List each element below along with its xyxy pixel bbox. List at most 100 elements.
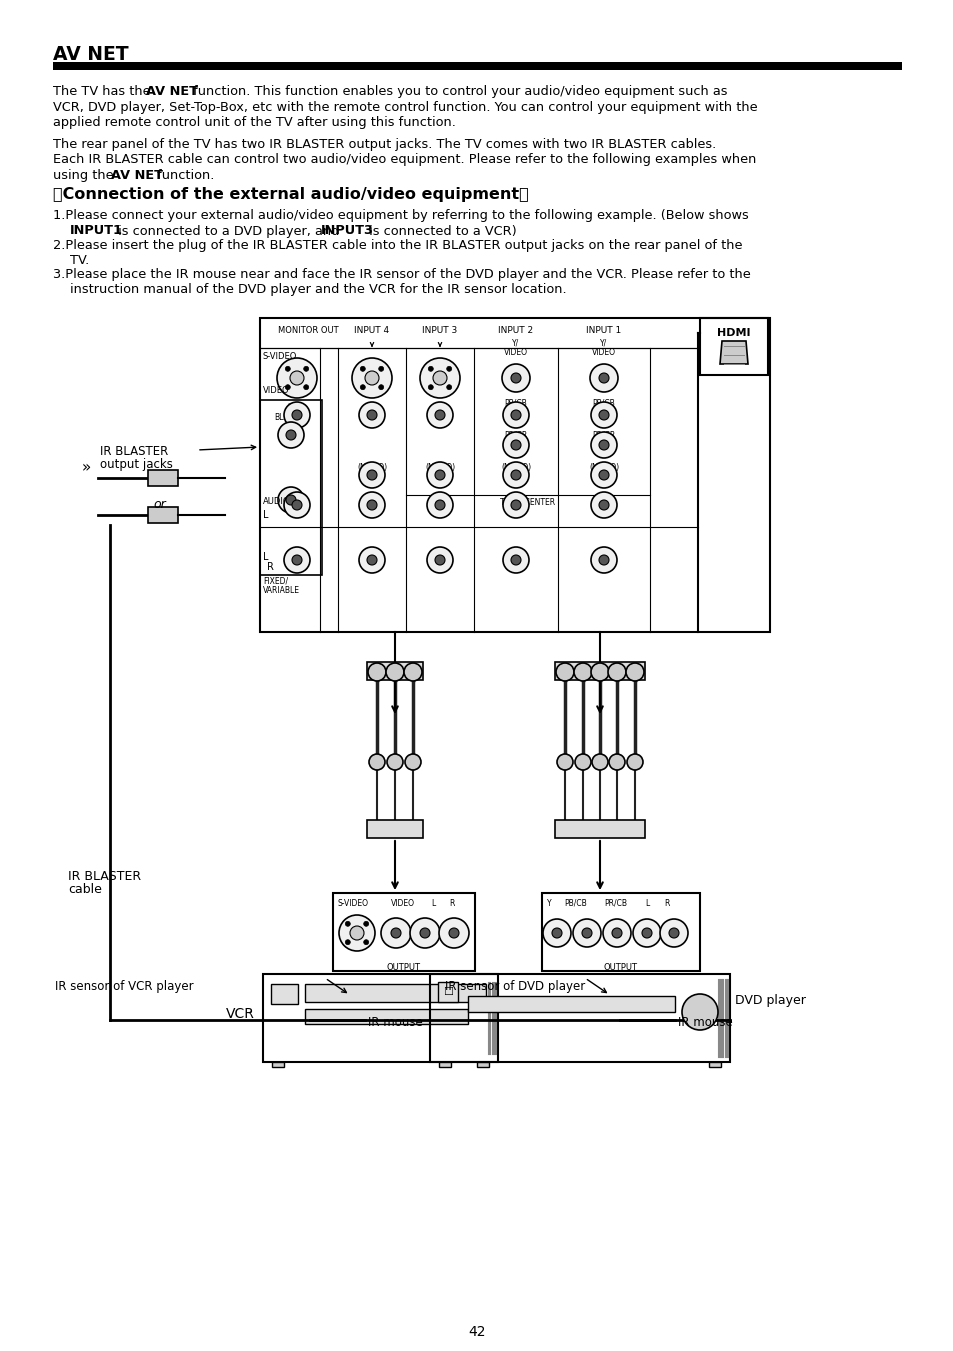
Circle shape: [405, 754, 420, 770]
Circle shape: [438, 917, 469, 948]
Circle shape: [598, 409, 608, 420]
Text: DVD player: DVD player: [734, 994, 805, 1006]
Text: IR sensor of DVD player: IR sensor of DVD player: [444, 979, 584, 993]
Circle shape: [303, 385, 309, 389]
Circle shape: [369, 754, 385, 770]
Text: instruction manual of the DVD player and the VCR for the IR sensor location.: instruction manual of the DVD player and…: [70, 284, 566, 296]
Text: OUTPUT: OUTPUT: [603, 963, 638, 971]
Circle shape: [552, 928, 561, 938]
Circle shape: [608, 754, 624, 770]
Circle shape: [502, 403, 529, 428]
Text: The rear panel of the TV has two IR BLASTER output jacks. The TV comes with two : The rear panel of the TV has two IR BLAS…: [53, 138, 716, 151]
Text: IR sensor of VCR player: IR sensor of VCR player: [55, 979, 193, 993]
Circle shape: [681, 994, 718, 1029]
Text: L: L: [431, 898, 435, 908]
Circle shape: [284, 403, 310, 428]
Circle shape: [633, 919, 660, 947]
Circle shape: [556, 663, 574, 681]
Circle shape: [419, 358, 459, 399]
Text: ☐: ☐: [442, 988, 453, 997]
Bar: [468, 996, 675, 1012]
Circle shape: [277, 422, 304, 449]
Circle shape: [368, 663, 386, 681]
Circle shape: [391, 928, 400, 938]
Text: VIDEO: VIDEO: [391, 898, 415, 908]
Circle shape: [502, 547, 529, 573]
Circle shape: [378, 385, 383, 389]
Circle shape: [367, 555, 376, 565]
Text: (MONO): (MONO): [356, 463, 387, 471]
Circle shape: [292, 555, 302, 565]
Text: IR BLASTER: IR BLASTER: [68, 870, 141, 884]
Circle shape: [378, 366, 383, 372]
Text: AV NET: AV NET: [53, 45, 129, 63]
Circle shape: [573, 919, 600, 947]
Text: »: »: [82, 461, 91, 476]
Circle shape: [590, 663, 608, 681]
Bar: [305, 1009, 468, 1024]
Circle shape: [590, 547, 617, 573]
Text: FIXED/
VARIABLE: FIXED/ VARIABLE: [263, 576, 299, 594]
Circle shape: [590, 492, 617, 517]
Text: S-VIDEO: S-VIDEO: [337, 898, 369, 908]
Bar: [148, 470, 178, 486]
Circle shape: [419, 928, 430, 938]
Text: (MONO): (MONO): [424, 463, 455, 471]
Text: INPUT 1: INPUT 1: [586, 326, 621, 335]
Circle shape: [367, 409, 376, 420]
Text: Y/
VIDEO: Y/ VIDEO: [503, 338, 527, 357]
Text: function.: function.: [152, 169, 214, 182]
Bar: [555, 820, 644, 838]
Bar: [367, 662, 422, 680]
Circle shape: [427, 403, 453, 428]
Text: output jacks: output jacks: [100, 458, 172, 471]
Circle shape: [435, 409, 444, 420]
Circle shape: [345, 921, 350, 927]
Circle shape: [427, 547, 453, 573]
Circle shape: [625, 663, 643, 681]
Bar: [541, 893, 700, 971]
Text: PR/CB: PR/CB: [603, 898, 626, 908]
Text: AV NET: AV NET: [111, 169, 163, 182]
Circle shape: [598, 500, 608, 509]
Circle shape: [502, 432, 529, 458]
Circle shape: [557, 754, 573, 770]
Text: Each IR BLASTER cable can control two audio/video equipment. Please refer to the: Each IR BLASTER cable can control two au…: [53, 154, 756, 166]
Text: MONITOR OUT: MONITOR OUT: [277, 326, 338, 335]
Polygon shape: [720, 340, 747, 363]
Text: VCR, DVD player, Set-Top-Box, etc with the remote control function. You can cont: VCR, DVD player, Set-Top-Box, etc with t…: [53, 100, 757, 113]
Circle shape: [590, 462, 617, 488]
Text: INPUT1: INPUT1: [70, 224, 123, 238]
Circle shape: [427, 492, 453, 517]
Text: PB/CB: PB/CB: [563, 898, 586, 908]
Circle shape: [511, 440, 520, 450]
Text: L: L: [263, 553, 268, 562]
Circle shape: [277, 486, 304, 513]
Text: PB/CB: PB/CB: [592, 399, 615, 407]
Circle shape: [435, 500, 444, 509]
Circle shape: [659, 919, 687, 947]
Circle shape: [276, 358, 316, 399]
Circle shape: [598, 440, 608, 450]
Text: (MONO): (MONO): [588, 463, 618, 471]
Circle shape: [345, 940, 350, 944]
Circle shape: [358, 492, 385, 517]
Text: IR BLASTER: IR BLASTER: [100, 444, 168, 458]
Bar: [555, 662, 644, 680]
Circle shape: [292, 500, 302, 509]
Circle shape: [542, 919, 571, 947]
Text: IR
BLASTER: IR BLASTER: [274, 403, 308, 422]
Text: Y/
VIDEO: Y/ VIDEO: [592, 338, 616, 357]
Circle shape: [446, 385, 451, 389]
Circle shape: [350, 925, 364, 940]
Circle shape: [284, 492, 310, 517]
Text: INPUT 3: INPUT 3: [422, 326, 457, 335]
Text: S-VIDEO: S-VIDEO: [263, 353, 297, 361]
Text: HDMI: HDMI: [717, 328, 750, 338]
Circle shape: [358, 403, 385, 428]
Text: L: L: [263, 509, 268, 520]
Circle shape: [358, 547, 385, 573]
Circle shape: [387, 754, 402, 770]
Text: IR mouse: IR mouse: [368, 1016, 422, 1029]
Text: R: R: [267, 562, 274, 571]
